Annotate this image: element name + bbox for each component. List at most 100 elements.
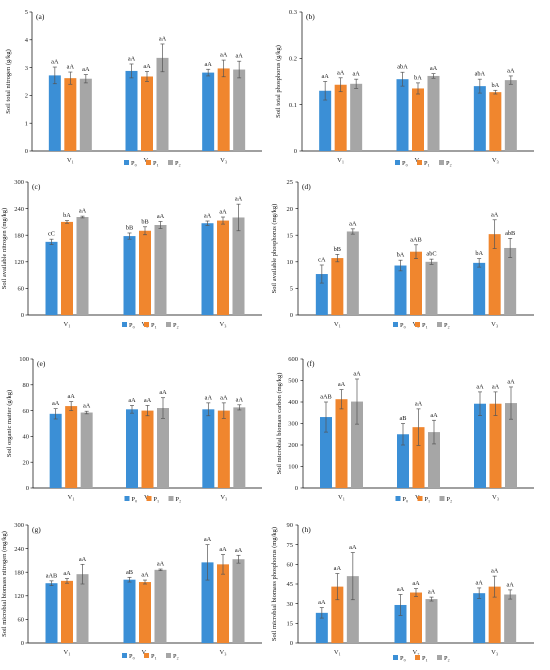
y-tick-label: 180 xyxy=(14,232,24,239)
panel-label: (c) xyxy=(32,182,41,191)
bar-P₂-V₁ xyxy=(351,401,363,488)
significance-label: aA xyxy=(79,556,87,563)
legend-swatch xyxy=(124,160,129,165)
significance-label: aA xyxy=(338,381,346,388)
significance-label: aB xyxy=(400,415,407,422)
legend-swatch xyxy=(417,160,422,165)
significance-label: cA xyxy=(318,256,326,263)
bar-P₀-V₃ xyxy=(473,593,486,643)
significance-label: abC xyxy=(426,251,436,258)
y-tick-label: 0.3 xyxy=(289,9,297,16)
bar-P₂-V₂ xyxy=(154,225,167,315)
significance-label: aA xyxy=(141,572,149,579)
legend-swatch xyxy=(124,496,130,501)
significance-label: aA xyxy=(157,561,165,568)
x-tick-label: V₁ xyxy=(64,649,71,656)
bar-P₀-V₂ xyxy=(125,70,138,151)
bar-P₀-V₂ xyxy=(126,409,138,488)
y-tick-label: 75 xyxy=(287,542,294,549)
significance-label: aA xyxy=(334,565,342,572)
significance-label: abA xyxy=(475,71,486,78)
legend-swatch xyxy=(415,322,420,327)
x-tick-label: V₁ xyxy=(334,321,341,328)
legend-label: P₁ xyxy=(422,655,428,662)
significance-label: aA xyxy=(507,67,515,74)
y-tick-label: 0.1 xyxy=(289,102,297,109)
y-tick-label: 20 xyxy=(287,206,294,213)
x-tick-label: V₁ xyxy=(337,157,344,164)
legend-label: P₁ xyxy=(424,160,430,167)
bar-P₂-V₁ xyxy=(76,574,89,643)
legend-swatch xyxy=(439,496,445,501)
legend-swatch xyxy=(417,496,423,501)
bar-P₀-V₁ xyxy=(45,241,58,315)
significance-label: aB xyxy=(126,569,133,576)
bar-P₂-V₂ xyxy=(428,432,440,488)
legend-label: P₀ xyxy=(400,655,406,662)
legend-label: P₀ xyxy=(402,160,408,167)
significance-label: aA xyxy=(220,52,228,59)
bar-P₀-V₂ xyxy=(396,79,409,151)
bar-P₀-V₃ xyxy=(202,409,215,488)
bar-P₁-V₃ xyxy=(217,68,230,151)
significance-label: aA xyxy=(476,383,484,390)
bar-P₂-V₁ xyxy=(346,576,359,643)
y-tick-label: 0 xyxy=(290,640,293,647)
bar-P₁-V₂ xyxy=(139,230,151,315)
y-tick-label: 120 xyxy=(14,593,24,600)
legend-swatch xyxy=(393,322,398,327)
significance-label: aA xyxy=(204,61,212,68)
legend-label: P₁ xyxy=(151,653,157,660)
y-axis-title: Soil microbial biomass phosphorus (mg/kg… xyxy=(271,527,278,641)
significance-label: aA xyxy=(236,396,244,403)
significance-label: bB xyxy=(334,246,341,253)
y-tick-label: 45 xyxy=(287,581,294,588)
bar-P₁-V₂ xyxy=(410,251,422,315)
significance-label: aA xyxy=(353,370,361,377)
bar-P₂-V₃ xyxy=(504,247,517,315)
y-axis-title: Soil total nitrogen (g/kg) xyxy=(5,49,12,113)
significance-label: aAB xyxy=(410,236,422,243)
significance-label: aA xyxy=(430,65,438,72)
legend-label: P₀ xyxy=(132,496,138,503)
bar-P₀-V₁ xyxy=(315,612,328,643)
significance-label: aA xyxy=(144,397,152,404)
legend-swatch xyxy=(146,496,152,501)
bar-P₁-V₃ xyxy=(489,403,502,488)
bar-P₁-V₁ xyxy=(335,399,348,488)
bar-P₂-V₂ xyxy=(154,569,167,643)
legend-swatch xyxy=(122,322,127,327)
bar-P₂-V₁ xyxy=(80,412,93,488)
bar-P₀-V₃ xyxy=(473,262,486,315)
legend-label: P₁ xyxy=(151,322,157,329)
significance-label: aA xyxy=(157,213,165,220)
significance-label: aA xyxy=(204,536,212,543)
legend-swatch xyxy=(437,655,442,660)
panel-label: (h) xyxy=(302,525,311,534)
bar-P₁-V₃ xyxy=(489,92,502,151)
bar-P₂-V₃ xyxy=(233,69,246,151)
significance-label: aA xyxy=(491,211,499,218)
legend-label: P₂ xyxy=(176,496,182,503)
significance-label: aAB xyxy=(320,394,332,401)
significance-label: aA xyxy=(397,586,405,593)
y-tick-label: 5 xyxy=(25,9,28,16)
legend-label: P₁ xyxy=(153,160,159,167)
y-tick-label: 240 xyxy=(14,206,24,213)
legend-label: P₁ xyxy=(425,496,431,503)
significance-label: aA xyxy=(318,599,326,606)
bar-P₂-V₁ xyxy=(346,231,359,315)
significance-label: aA xyxy=(159,389,167,396)
significance-label: aA xyxy=(430,412,438,419)
bar-P₁-V₃ xyxy=(488,234,501,315)
y-tick-label: 80 xyxy=(23,382,30,389)
bar-P₁-V₃ xyxy=(217,410,230,488)
y-tick-label: 120 xyxy=(14,259,24,266)
bar-P₀-V₂ xyxy=(123,236,136,315)
significance-label: aA xyxy=(235,547,243,554)
legend-swatch xyxy=(437,322,442,327)
x-tick-label: V₃ xyxy=(220,649,227,656)
significance-label: bB xyxy=(126,224,133,231)
y-axis-title: Soil total phosphorus (g/kg) xyxy=(275,45,282,118)
x-tick-label: V₃ xyxy=(492,494,499,501)
